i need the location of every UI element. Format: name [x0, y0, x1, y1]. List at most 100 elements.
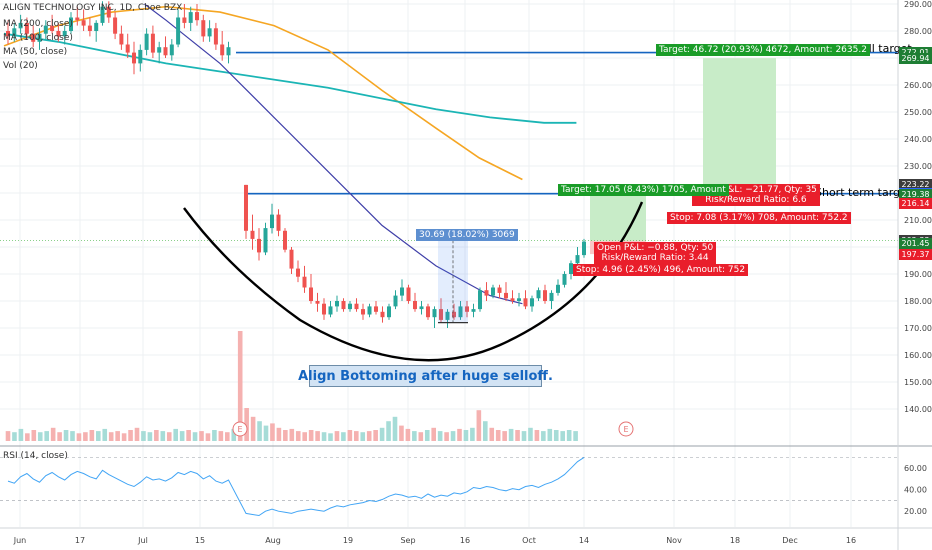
volume-bar	[263, 425, 269, 441]
volume-bar	[212, 430, 217, 441]
volume-bar	[399, 425, 404, 441]
candle-body	[100, 6, 105, 23]
volume-bar	[141, 431, 146, 441]
volume-bar	[341, 432, 346, 441]
volume-bar	[534, 430, 540, 441]
price-axis[interactable]: 290.00280.00270.00260.00250.00240.00230.…	[897, 0, 932, 550]
symbol-title: ALIGN TECHNOLOGY INC, 1D, Cboe BZX	[3, 3, 183, 13]
gap-stop-label[interactable]: Stop: 7.08 (3.17%) 708, Amount: 752.2	[667, 212, 851, 224]
volume-bar	[334, 431, 340, 441]
volume-bar	[270, 423, 275, 441]
candle-body	[257, 238, 261, 253]
volume-bar	[405, 428, 411, 441]
candle-body	[465, 306, 469, 312]
volume-bar	[508, 428, 514, 441]
volume-bar	[76, 433, 82, 441]
candle-body	[523, 298, 528, 307]
candle-body	[270, 214, 274, 229]
bottoming-callout[interactable]: Align Bottoming after huge selloff.	[298, 365, 553, 387]
volume-bar	[450, 431, 456, 441]
candle-body	[69, 17, 73, 31]
candle-body	[31, 33, 36, 42]
price-tick-label: 170.00	[904, 324, 932, 333]
price-tick-label: 230.00	[904, 162, 932, 171]
short-pnl-text: Open P&L: −0.88, Qty: 50	[597, 243, 714, 253]
short-term-note[interactable]: Short term target.	[815, 186, 915, 199]
ma200-legend[interactable]: MA (200, close)	[3, 19, 73, 29]
candle-body	[176, 17, 181, 45]
price-tick-label: 280.00	[904, 27, 932, 36]
volume-bar	[173, 428, 178, 441]
candle-body	[283, 230, 287, 250]
time-tick-label: 14	[579, 536, 589, 545]
time-tick-label: 19	[343, 536, 353, 545]
short-stop-label[interactable]: Stop: 4.96 (2.45%) 496, Amount: 752	[573, 264, 749, 276]
price-tick-label: 140.00	[904, 405, 932, 414]
volume-bar	[418, 432, 424, 441]
rsi-tick-label: 40.00	[904, 486, 927, 495]
candle-body	[144, 33, 149, 50]
price-tick-label: 160.00	[904, 351, 932, 360]
short-rr-text: Risk/Reward Ratio: 3.44	[601, 253, 709, 263]
price-tick-label: 260.00	[904, 81, 932, 90]
volume-bar	[392, 416, 398, 441]
candle-body	[536, 290, 541, 299]
price-tag[interactable]: 201.45	[899, 237, 932, 249]
gap-target-label[interactable]: Target: 46.72 (20.93%) 4672, Amount: 263…	[656, 44, 870, 56]
price-tick-label: 240.00	[904, 135, 932, 144]
candle-body	[226, 47, 231, 56]
volume-bar	[373, 430, 378, 441]
candle-body	[406, 287, 411, 301]
ma50-legend[interactable]: MA (50, close)	[3, 47, 68, 57]
time-tick-label: 18	[730, 536, 740, 545]
rsi-legend[interactable]: RSI (14, close)	[3, 451, 68, 461]
candle-body	[335, 301, 339, 307]
volume-bar	[295, 431, 301, 441]
volume-bar	[347, 430, 353, 441]
candle-body	[24, 22, 29, 34]
candle-body	[276, 214, 281, 231]
short-target-label[interactable]: Target: 17.05 (8.43%) 1705, Amount	[558, 184, 729, 196]
time-tick-label: Jun	[13, 536, 27, 545]
time-axis[interactable]: Jun 17 Jul 15 Aug 19 Sep 16 Oct 14 Nov 18 Dec 16	[0, 527, 932, 545]
candle-body	[497, 287, 502, 293]
candle-body	[445, 311, 450, 320]
price-tag[interactable]: 272.01	[899, 47, 932, 59]
time-tick-label: Dec	[782, 536, 797, 545]
rsi-panel	[0, 456, 898, 517]
volume-bar	[121, 433, 127, 441]
measure-label[interactable]: 30.69 (18.02%) 3069	[416, 229, 518, 241]
volume-bar	[553, 430, 559, 441]
price-tag[interactable]: 216.14	[899, 197, 932, 209]
candle-body	[354, 303, 359, 310]
volume-bar	[218, 431, 224, 441]
candle-body	[62, 31, 67, 37]
volume-bar	[431, 427, 436, 441]
volume-bar	[321, 432, 327, 441]
time-tick-label: 17	[75, 536, 85, 545]
volume-bar	[231, 428, 237, 441]
volume-bar	[244, 408, 249, 441]
volume-bar	[302, 432, 307, 441]
candle-body	[478, 290, 482, 310]
candle-body	[322, 303, 326, 315]
price-tag[interactable]: 223.22	[899, 178, 932, 190]
volume-bar	[102, 428, 108, 441]
volume-bar	[179, 431, 185, 441]
price-tag[interactable]: 269.94	[899, 52, 932, 64]
volume-bar	[115, 431, 120, 441]
volume-bar	[25, 433, 30, 441]
volume-bar	[192, 432, 198, 441]
candle-body	[374, 306, 378, 312]
ma200-line	[3, 5, 523, 181]
price-tag[interactable]: 219.38	[899, 189, 932, 201]
volume-legend[interactable]: Vol (20)	[3, 61, 38, 71]
volume-bar	[547, 428, 553, 441]
price-tag[interactable]: 197.37	[899, 248, 932, 260]
gap-pnl-text: Open P&L: −21.77, Qty: 35	[695, 185, 817, 195]
short-pnl-label[interactable]: Open P&L: −0.88, Qty: 50 Risk/Reward Rat…	[594, 242, 717, 264]
volume-bar	[489, 427, 495, 441]
candle-body	[244, 184, 248, 231]
ma100-legend[interactable]: MA (100, close)	[3, 33, 73, 43]
